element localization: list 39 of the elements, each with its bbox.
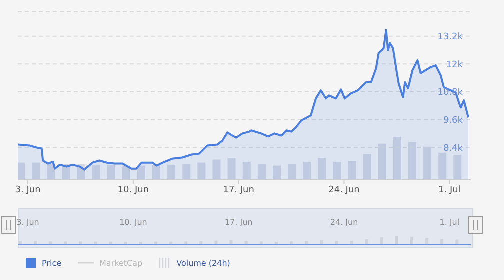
- bar: [182, 164, 191, 180]
- bar: [152, 164, 161, 180]
- x-tick-label: 24. Jun: [330, 218, 358, 227]
- x-tick-label: 10. Jun: [118, 185, 150, 196]
- legend-label: Volume (24h): [176, 258, 230, 268]
- x-tick-label: 3. Jun: [15, 185, 41, 196]
- bar: [198, 162, 206, 180]
- legend-label: Price: [42, 258, 62, 268]
- bar: [318, 158, 326, 180]
- bar: [258, 164, 266, 180]
- x-tick-label: 17. Jun: [223, 185, 254, 196]
- bar: [32, 162, 40, 180]
- bar: [288, 164, 296, 180]
- bar: [107, 164, 116, 180]
- bar: [333, 162, 342, 180]
- bar: [228, 158, 236, 180]
- bar: [303, 162, 312, 180]
- x-tick-label: 1. Jul: [440, 218, 460, 227]
- bar: [438, 152, 447, 180]
- bar: [348, 161, 356, 180]
- bar: [212, 160, 221, 180]
- bar: [242, 162, 251, 180]
- x-tick-label: 3. Jun: [16, 218, 40, 227]
- legend-label: MarketCap: [100, 258, 143, 268]
- bar: [168, 164, 176, 180]
- x-tick-label: 10. Jun: [120, 218, 148, 227]
- y-tick-label: 12k: [446, 60, 464, 70]
- x-tick-label: 17. Jun: [224, 218, 253, 227]
- x-tick-label: 24. Jun: [328, 185, 360, 196]
- bar: [363, 154, 372, 180]
- bar: [18, 162, 25, 180]
- y-tick-label: 8.4k: [443, 144, 464, 154]
- bar: [454, 155, 462, 180]
- x-tick-label: 1. Jul: [438, 185, 461, 196]
- bar: [92, 164, 100, 180]
- bar: [137, 166, 146, 180]
- y-tick-label: 13.2k: [438, 32, 464, 43]
- y-tick-label: 9.6k: [443, 116, 464, 126]
- bar: [272, 166, 281, 180]
